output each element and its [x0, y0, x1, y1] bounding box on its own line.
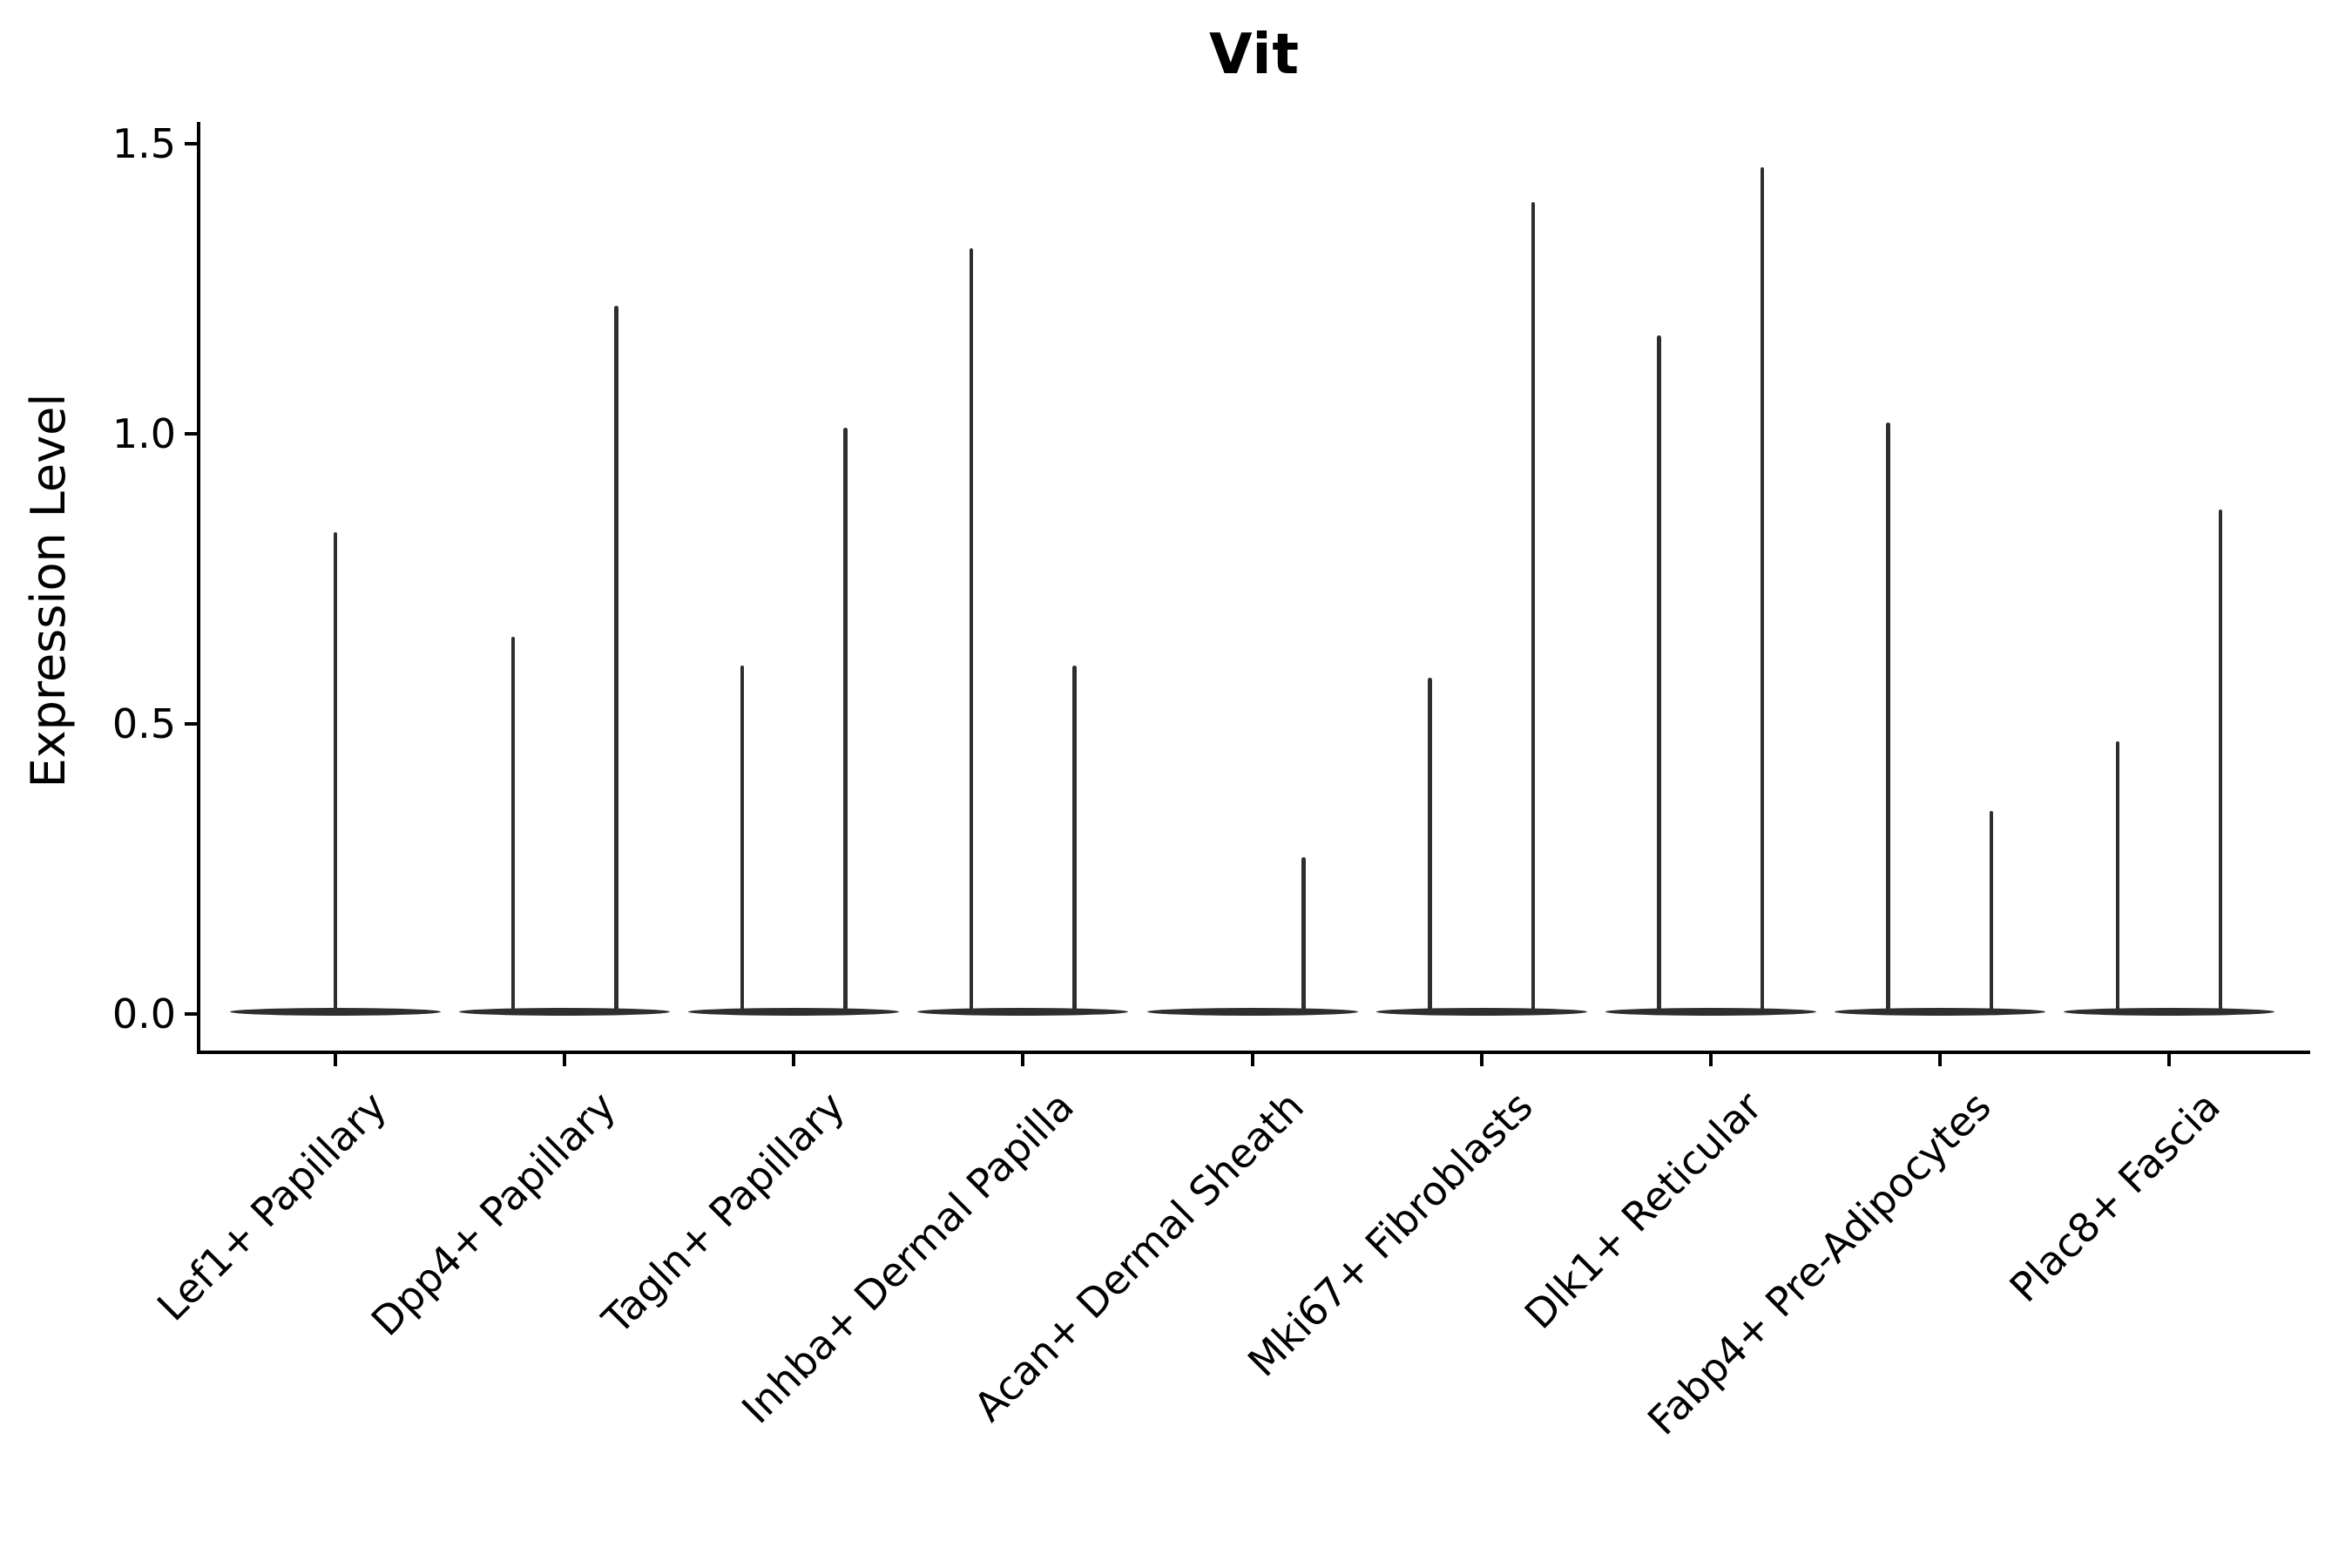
x-tick-mark — [1937, 1052, 1942, 1066]
violin-spike — [843, 428, 848, 1011]
violin-base — [688, 1007, 900, 1016]
y-axis-spine — [197, 122, 200, 1054]
y-axis-label: Expression Level — [21, 393, 76, 788]
chart-title: Vit — [1209, 23, 1300, 87]
violin-base — [917, 1007, 1129, 1016]
violin-spike — [1760, 166, 1765, 1011]
violin-spike — [1989, 810, 1994, 1011]
violin-spike — [740, 666, 745, 1011]
violin-base — [2064, 1007, 2274, 1016]
x-tick-mark — [563, 1052, 567, 1066]
violin-spike — [1886, 422, 1890, 1011]
x-tick-mark — [1250, 1052, 1254, 1066]
violin-spike — [333, 532, 338, 1011]
y-tick-mark — [185, 1012, 199, 1016]
y-tick-mark — [185, 432, 199, 436]
x-tick-label: Dlk1+ Reticular — [1515, 1082, 1771, 1338]
x-tick-mark — [1479, 1052, 1484, 1066]
y-tick-label: 1.5 — [112, 120, 176, 167]
x-tick-mark — [792, 1052, 796, 1066]
violin-spike — [1657, 335, 1661, 1011]
violin-spike — [2218, 509, 2223, 1011]
x-tick-mark — [1021, 1052, 1025, 1066]
x-tick-mark — [2167, 1052, 2171, 1066]
y-tick-label: 0.5 — [112, 700, 176, 747]
x-tick-label: Dpp4+ Papillary — [362, 1082, 625, 1345]
violin-base — [1605, 1007, 1816, 1016]
x-tick-label: Inhba+ Dermal Papilla — [733, 1082, 1084, 1433]
x-tick-label: Fabp4+ Pre-Adipocytes — [1638, 1082, 2000, 1444]
y-tick-label: 1.0 — [112, 410, 176, 457]
violin-spike — [1072, 666, 1077, 1011]
x-tick-label: Acan+ Dermal Sheath — [964, 1082, 1313, 1431]
x-tick-label: Plac8+ Fascia — [2000, 1082, 2229, 1312]
violin-base — [1375, 1007, 1587, 1016]
x-tick-mark — [334, 1052, 337, 1066]
x-tick-label: Mki67+ Fibroblasts — [1238, 1082, 1542, 1386]
violin-spike — [1301, 857, 1306, 1011]
violin-base — [1146, 1007, 1358, 1016]
y-tick-mark — [185, 722, 199, 726]
violin-spike — [969, 247, 974, 1011]
y-tick-label: 0.0 — [112, 990, 176, 1037]
x-tick-label: Tagln+ Papillary — [593, 1082, 855, 1343]
x-tick-mark — [1708, 1052, 1713, 1066]
violin-spike — [1428, 677, 1432, 1011]
violin-base — [1834, 1007, 2045, 1016]
violin-spike — [1531, 201, 1536, 1011]
violin-spike — [614, 306, 618, 1011]
x-tick-label: Lef1+ Papillary — [147, 1082, 395, 1330]
violin-base — [230, 1007, 441, 1016]
violin-spike — [510, 637, 516, 1011]
y-tick-mark — [185, 142, 199, 145]
violin-spike — [2115, 740, 2120, 1011]
violin-base — [459, 1007, 671, 1016]
